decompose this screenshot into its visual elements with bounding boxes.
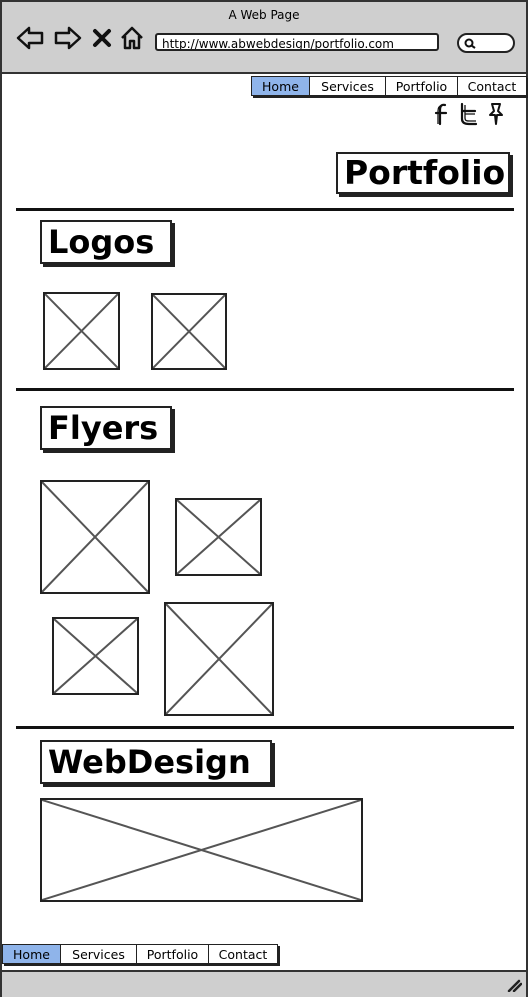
flyer-placeholder (175, 498, 262, 576)
url-input[interactable]: http://www.abwebdesign/portfolio.com (155, 33, 439, 51)
forward-arrow-icon[interactable] (54, 24, 82, 52)
tab-services[interactable]: Services (60, 944, 136, 964)
tab-home[interactable]: Home (251, 76, 309, 96)
webdesign-placeholder (40, 798, 363, 902)
close-icon[interactable] (91, 24, 113, 52)
tab-contact[interactable]: Contact (208, 944, 278, 964)
divider (16, 388, 514, 391)
tab-services[interactable]: Services (309, 76, 385, 96)
search-input[interactable] (457, 33, 515, 53)
status-bar (2, 970, 526, 997)
browser-toolbar: A Web Page http://www.abwebdesign/portfo… (2, 2, 526, 74)
top-nav: Home Services Portfolio Contact (251, 76, 527, 96)
flyer-placeholder (52, 617, 139, 695)
section-title-webdesign: WebDesign (40, 740, 272, 784)
search-icon (464, 38, 476, 49)
flyer-placeholder (40, 480, 150, 594)
tab-portfolio[interactable]: Portfolio (136, 944, 208, 964)
window-title: A Web Page (228, 8, 300, 22)
resize-handle-icon[interactable] (506, 978, 522, 992)
flyer-placeholder (164, 602, 274, 716)
divider (16, 726, 514, 729)
back-arrow-icon[interactable] (16, 24, 44, 52)
section-title-logos: Logos (40, 220, 172, 264)
page-title: Portfolio (336, 152, 510, 194)
pin-icon[interactable] (486, 102, 506, 126)
home-icon[interactable] (119, 24, 145, 52)
section-title-flyers: Flyers (40, 406, 172, 450)
divider (16, 208, 514, 211)
logo-placeholder (43, 292, 120, 370)
tab-contact[interactable]: Contact (457, 76, 527, 96)
tab-home[interactable]: Home (2, 944, 60, 964)
twitter-icon[interactable] (457, 102, 481, 126)
logo-placeholder (151, 293, 227, 370)
bottom-nav: Home Services Portfolio Contact (2, 944, 278, 964)
tab-portfolio[interactable]: Portfolio (385, 76, 457, 96)
facebook-icon[interactable] (432, 102, 452, 126)
